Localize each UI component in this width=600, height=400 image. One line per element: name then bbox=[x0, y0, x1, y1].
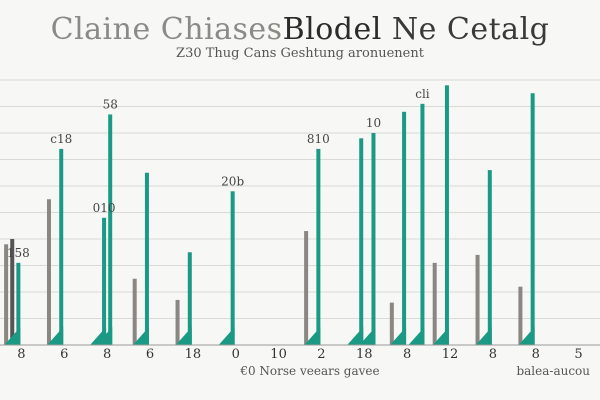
bar bbox=[304, 231, 309, 345]
bar-foot bbox=[218, 327, 235, 345]
x-tick-label: 8 bbox=[17, 347, 25, 362]
bar bbox=[16, 262, 21, 345]
bar-foot bbox=[347, 327, 364, 345]
x-tick-label: 18 bbox=[185, 347, 202, 362]
x-tick-label: 2 bbox=[317, 347, 325, 362]
bar bbox=[530, 93, 535, 345]
bar-foot bbox=[408, 327, 425, 345]
bar bbox=[487, 170, 492, 345]
bar-foot bbox=[47, 327, 64, 345]
bar-foot bbox=[475, 327, 492, 345]
bar bbox=[187, 252, 192, 345]
bar-foot bbox=[4, 327, 21, 345]
bar-foot bbox=[390, 327, 407, 345]
x-tick-label: 8 bbox=[103, 347, 111, 362]
bar bbox=[444, 85, 449, 346]
data-label: 58 bbox=[103, 97, 118, 111]
bar bbox=[4, 244, 9, 345]
x-tick-label: 10 bbox=[270, 347, 287, 362]
data-label: 010 bbox=[93, 201, 116, 215]
bar bbox=[144, 172, 149, 345]
bar-foot bbox=[96, 327, 113, 345]
bar bbox=[359, 138, 364, 345]
bar bbox=[230, 191, 235, 345]
data-label: c18 bbox=[50, 132, 72, 146]
data-label: 810 bbox=[307, 132, 330, 146]
x-tick-label: 0 bbox=[232, 347, 240, 362]
bar bbox=[316, 148, 321, 345]
x-tick-label: 5 bbox=[574, 347, 582, 362]
x-tick-labels: 8 6 8 6 18 0 10 2 18 8 12 8 8 5 bbox=[17, 347, 582, 362]
gridlines bbox=[0, 79, 600, 319]
x-tick-label: 6 bbox=[60, 347, 68, 362]
data-label: 158 bbox=[7, 246, 30, 260]
bar bbox=[518, 286, 523, 345]
bar-foot bbox=[132, 327, 149, 345]
x-tick-label: 8 bbox=[403, 347, 411, 362]
bar-foot bbox=[518, 327, 535, 345]
x-tick-label: 8 bbox=[532, 347, 540, 362]
data-label: 20b bbox=[221, 174, 244, 188]
bar bbox=[371, 133, 376, 345]
title-part-2: Blodel bbox=[282, 12, 382, 47]
bar bbox=[402, 111, 407, 345]
bar bbox=[175, 299, 180, 345]
bar bbox=[108, 114, 113, 345]
data-labels: 158 c18 010 20b 810 58 10 cli bbox=[7, 87, 430, 260]
chart-subtitle: Z30 Thug Cans Geshtung aronuenent bbox=[176, 46, 424, 61]
x-tick-label: 12 bbox=[442, 347, 459, 362]
bar bbox=[432, 262, 437, 345]
bars bbox=[4, 85, 535, 346]
bar bbox=[420, 103, 425, 345]
x-tick-label: 6 bbox=[146, 347, 154, 362]
bar bbox=[46, 199, 51, 345]
bar-foot bbox=[175, 327, 192, 345]
bar bbox=[475, 254, 480, 345]
title-part-1: Claine Chiases bbox=[50, 12, 283, 47]
x-axis-title: €0 Norse veears gavee bbox=[239, 364, 379, 378]
data-label: 10 bbox=[366, 116, 381, 130]
chart-title: Claine ChiasesBlodel Ne Cetalg bbox=[0, 12, 600, 47]
bar bbox=[132, 278, 137, 345]
bar-foot bbox=[359, 327, 376, 345]
data-label: cli bbox=[415, 87, 430, 101]
x-tick-label: 18 bbox=[356, 347, 373, 362]
x-axis-title-right: balea-aucou bbox=[516, 364, 590, 378]
bar bbox=[102, 217, 107, 345]
bar-foot bbox=[304, 327, 321, 345]
bar bbox=[10, 239, 15, 345]
title-part-3: Ne Cetalg bbox=[391, 12, 550, 47]
bar-foot bbox=[432, 327, 449, 345]
bar bbox=[59, 148, 64, 345]
bar bbox=[389, 302, 394, 345]
x-tick-label: 8 bbox=[489, 347, 497, 362]
